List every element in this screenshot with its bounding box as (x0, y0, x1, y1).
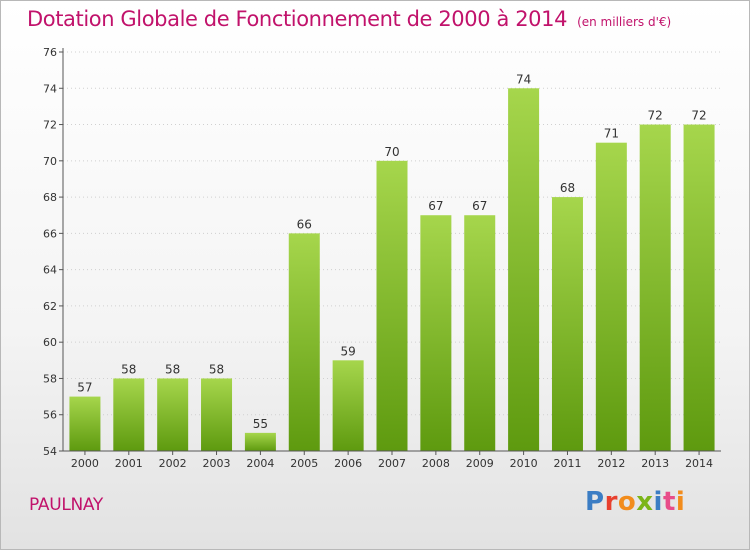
y-tick-label: 56 (43, 409, 57, 422)
bar-2005 (288, 233, 320, 451)
logo-letter: P (585, 487, 605, 517)
x-tick-label: 2000 (71, 457, 99, 470)
bar-2003 (201, 378, 233, 451)
y-tick-label: 60 (43, 336, 57, 349)
y-tick-label: 64 (43, 264, 57, 277)
bar-2011 (551, 197, 583, 451)
bar-2001 (113, 378, 145, 451)
bar-2007 (376, 160, 408, 451)
x-tick-label: 2006 (334, 457, 362, 470)
y-tick-label: 54 (43, 445, 57, 458)
bar-2008 (420, 215, 452, 451)
x-tick-label: 2007 (378, 457, 406, 470)
chart-title: Dotation Globale de Fonctionnement de 20… (27, 7, 671, 31)
bar-2006 (332, 360, 364, 451)
x-tick-label: 2013 (641, 457, 669, 470)
x-tick-label: 2014 (685, 457, 713, 470)
x-tick-label: 2003 (203, 457, 231, 470)
bar-value-label: 68 (560, 181, 575, 195)
x-tick-label: 2010 (510, 457, 538, 470)
bar-2012 (595, 142, 627, 451)
logo-letter: x (636, 487, 654, 517)
bar-value-label: 58 (209, 362, 224, 376)
bar-2013 (639, 124, 671, 451)
bar-2004 (244, 432, 276, 451)
bar-value-label: 72 (648, 109, 663, 123)
x-tick-label: 2009 (466, 457, 494, 470)
y-tick-label: 58 (43, 372, 57, 385)
bar-value-label: 74 (516, 72, 531, 86)
logo-letter: r (604, 487, 618, 517)
x-tick-label: 2011 (553, 457, 581, 470)
x-tick-label: 2001 (115, 457, 143, 470)
bar-value-label: 57 (77, 381, 92, 395)
bar-value-label: 55 (253, 417, 268, 431)
bar-2002 (157, 378, 189, 451)
bar-value-label: 66 (297, 217, 312, 231)
chart-title-text: Dotation Globale de Fonctionnement de 20… (27, 7, 568, 31)
y-tick-label: 74 (43, 82, 57, 95)
bar-value-label: 72 (691, 109, 706, 123)
bar-value-label: 67 (472, 199, 487, 213)
labels: 54 56 58 60 62 64 66 68 70 72 74 76 57 2000 58 2001 58 20… (43, 46, 713, 470)
y-tick-label: 68 (43, 191, 57, 204)
bar-value-label: 70 (384, 145, 399, 159)
y-tick-label: 62 (43, 300, 57, 313)
axes (59, 48, 721, 455)
bar-2014 (683, 124, 715, 451)
x-tick-label: 2008 (422, 457, 450, 470)
logo-letter: t (662, 487, 676, 517)
place-name: PAULNAY (29, 495, 104, 515)
x-tick-label: 2002 (159, 457, 187, 470)
chart-subtitle: (en milliers d'€) (577, 15, 672, 29)
bar-value-label: 59 (340, 344, 355, 358)
bar-2000 (69, 396, 101, 451)
y-tick-label: 70 (43, 155, 57, 168)
y-tick-label: 76 (43, 46, 57, 59)
bar-2010 (508, 88, 540, 451)
x-tick-label: 2005 (290, 457, 318, 470)
bar-value-label: 58 (165, 362, 180, 376)
proxiti-logo[interactable]: Proxiti (585, 487, 685, 517)
logo-letter: i (653, 487, 663, 517)
bar-2009 (464, 215, 496, 451)
bar-value-label: 67 (428, 199, 443, 213)
bar-value-label: 58 (121, 362, 136, 376)
logo-letter: o (617, 487, 637, 517)
x-tick-label: 2012 (597, 457, 625, 470)
x-tick-label: 2004 (246, 457, 274, 470)
y-tick-label: 66 (43, 227, 57, 240)
y-tick-label: 72 (43, 119, 57, 132)
logo-letter: i (675, 487, 686, 517)
bar-value-label: 71 (604, 127, 619, 141)
bars (69, 88, 715, 451)
